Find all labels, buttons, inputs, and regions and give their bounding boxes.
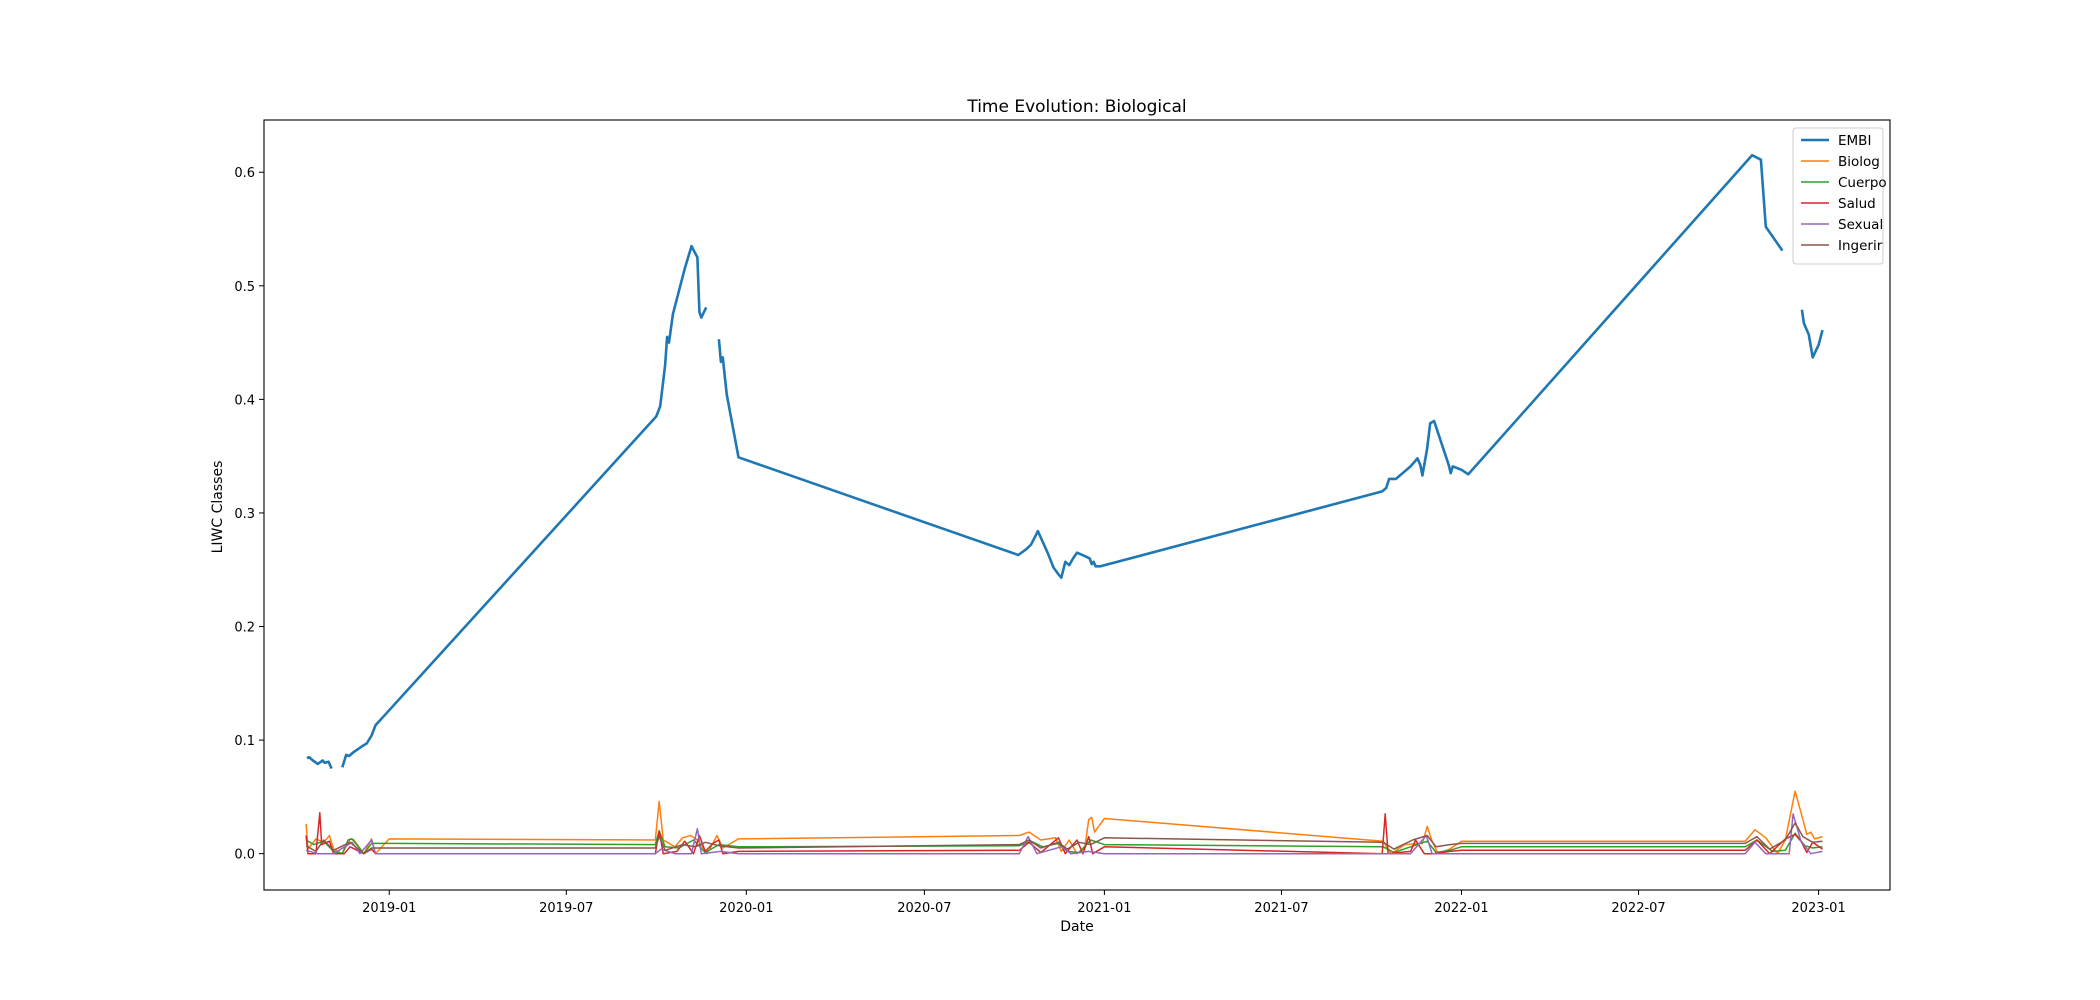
plot-frame <box>263 119 1891 891</box>
x-tick-label: 2019-07 <box>539 901 593 916</box>
y-tick-label: 0.0 <box>234 848 255 863</box>
x-tick-label: 2020-01 <box>719 901 773 916</box>
y-tick-label: 0.2 <box>234 621 255 636</box>
y-tick-label: 0.6 <box>234 166 255 181</box>
series-line-embi-segment-2 <box>341 244 708 768</box>
chart-title: Time Evolution: Biological <box>966 97 1186 117</box>
x-tick-label: 2021-07 <box>1254 901 1308 916</box>
series-line-sexual-segment-1 <box>305 813 1823 855</box>
x-tick-label: 2019-01 <box>362 901 416 916</box>
x-tick-label: 2021-01 <box>1077 901 1131 916</box>
series-line-embi-segment-3 <box>717 153 1784 579</box>
x-tick-label: 2023-01 <box>1791 901 1845 916</box>
x-tick-label: 2022-07 <box>1611 901 1665 916</box>
series-line-embi-segment-4 <box>1800 309 1824 359</box>
legend-label-embi: EMBI <box>1838 133 1871 149</box>
axes-layer: 2019-01 2019-07 2020-01 2020-07 2021-01 2021-… <box>234 119 1891 916</box>
legend-box <box>1792 127 1884 265</box>
x-tick-label: 2020-07 <box>897 901 951 916</box>
y-tick-label: 0.1 <box>234 734 255 749</box>
x-tick-label: 2022-01 <box>1434 901 1488 916</box>
y-axis-label: LIWC Classes <box>210 461 226 554</box>
legend-label-sexual: Sexual <box>1838 217 1883 233</box>
legend-label-salud: Salud <box>1838 196 1876 212</box>
y-tick-label: 0.3 <box>234 507 255 522</box>
series-line-embi-segment-1 <box>306 755 333 770</box>
legend-label-ingerir: Ingerir <box>1838 238 1883 254</box>
y-tick-label: 0.4 <box>234 393 255 408</box>
series-line-ingerir-segment-1 <box>305 822 1823 855</box>
legend: EMBI Biolog Cuerpo Salud Sexual Ingerir <box>1792 127 1887 265</box>
y-tick-label: 0.5 <box>234 280 255 295</box>
x-axis-label: Date <box>1060 919 1093 935</box>
legend-label-biolog: Biolog <box>1838 154 1880 170</box>
series-layer <box>305 153 1824 855</box>
legend-label-cuerpo: Cuerpo <box>1838 175 1887 191</box>
